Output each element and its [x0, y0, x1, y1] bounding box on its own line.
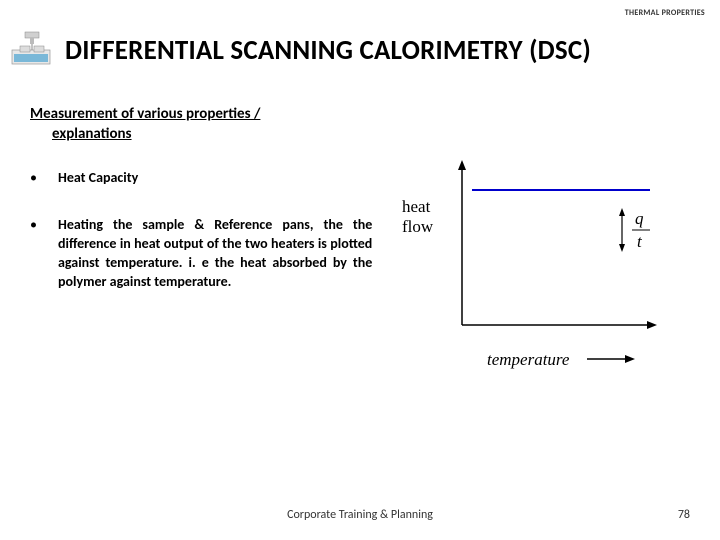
bullet-dot: •	[30, 216, 58, 292]
section-subtitle: Measurement of various properties / expl…	[30, 105, 372, 144]
bullet-dot: •	[30, 169, 58, 188]
brand-logo: THERMAL PROPERTIES	[625, 8, 705, 18]
list-item: • Heating the sample & Reference pans, t…	[30, 216, 372, 292]
chart-column: q t heat flow temperature	[392, 105, 690, 385]
text-column: Measurement of various properties / expl…	[30, 105, 392, 385]
slide-content: Measurement of various properties / expl…	[0, 80, 720, 385]
subtitle-line-1: Measurement of various properties /	[30, 105, 372, 125]
fraction-denominator: t	[637, 232, 643, 251]
subtitle-line-2: explanations	[30, 125, 372, 145]
fraction-numerator: q	[635, 209, 644, 228]
y-axis-label-1: heat	[402, 197, 431, 216]
slide-footer: Corporate Training & Planning	[0, 508, 720, 522]
list-item: • Heat Capacity	[30, 169, 372, 188]
bullet-text: Heat Capacity	[58, 169, 372, 188]
y-axis-label-2: flow	[402, 217, 434, 236]
slide-title: DIFFERENTIAL SCANNING CALORIMETRY (DSC)	[65, 34, 591, 67]
slide-header: DIFFERENTIAL SCANNING CALORIMETRY (DSC)	[0, 0, 720, 80]
page-number: 78	[678, 508, 690, 522]
bullet-text: Heating the sample & Reference pans, the…	[58, 216, 372, 292]
bullet-list: • Heat Capacity • Heating the sample & R…	[30, 169, 372, 291]
dsc-apparatus-icon	[10, 30, 60, 70]
heat-flow-chart: q t heat flow temperature	[392, 150, 672, 380]
x-axis-label: temperature	[487, 350, 570, 369]
